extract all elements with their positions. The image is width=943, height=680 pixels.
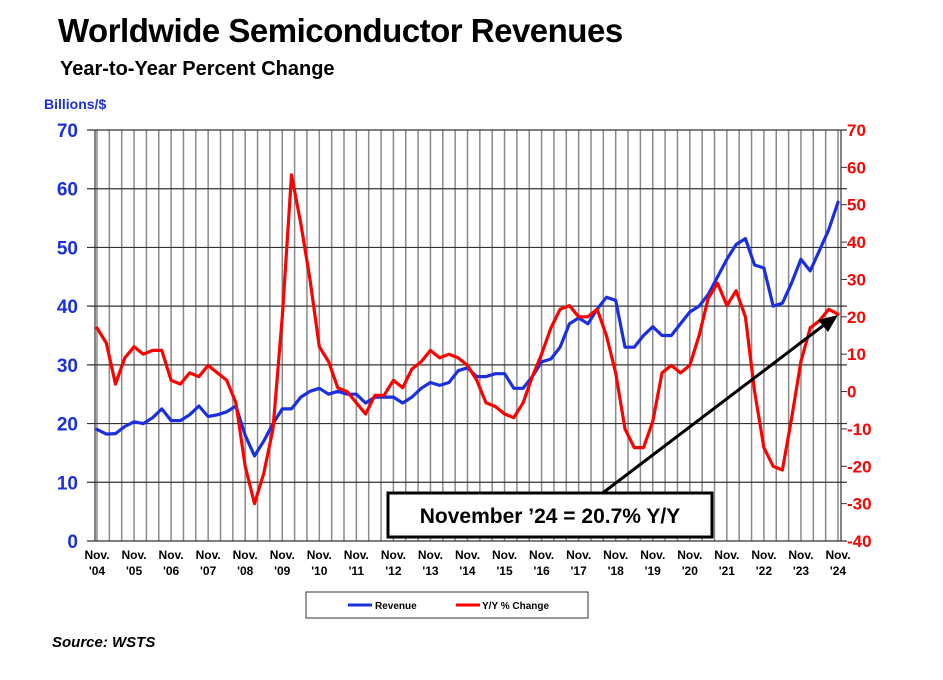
left-tick-label: 10 [57, 473, 78, 494]
arrowhead-icon [818, 315, 838, 332]
x-tick-label: '07 [200, 564, 217, 578]
right-tick-label: 40 [847, 233, 866, 252]
x-tick-label: Nov. [751, 548, 776, 562]
x-tick-label: '16 [533, 564, 550, 578]
x-tick-label: Nov. [566, 548, 591, 562]
x-tick-label: '09 [274, 564, 291, 578]
left-tick-label: 50 [57, 238, 78, 259]
x-tick-label: Nov. [492, 548, 517, 562]
x-tick-label: Nov. [825, 548, 850, 562]
x-tick-label: '18 [608, 564, 625, 578]
x-tick-label: '10 [311, 564, 328, 578]
x-tick-label: Nov. [677, 548, 702, 562]
x-tick-label: Nov. [418, 548, 443, 562]
right-tick-label: 0 [847, 383, 856, 402]
x-tick-label: Nov. [603, 548, 628, 562]
left-tick-label: 0 [67, 532, 78, 553]
x-tick-label: '04 [89, 564, 106, 578]
x-tick-label: '06 [163, 564, 180, 578]
right-tick-label: -30 [847, 495, 872, 514]
x-tick-label: '13 [422, 564, 439, 578]
x-tick-label: '19 [645, 564, 662, 578]
annotation-box [386, 491, 714, 539]
source-note: Source: WSTS [52, 634, 156, 651]
x-tick-label: Nov. [714, 548, 739, 562]
x-tick-label: Nov. [381, 548, 406, 562]
legend-label-revenue: Revenue [375, 601, 417, 612]
left-tick-label: 20 [57, 415, 78, 436]
x-tick-label: Nov. [788, 548, 813, 562]
x-tick-label: Nov. [159, 548, 184, 562]
annotation-text: November ’24 = 20.7% Y/Y [420, 505, 681, 528]
right-tick-label: 30 [847, 270, 866, 289]
x-tick-label: '05 [126, 564, 143, 578]
left-axis-label: Billions/$ [44, 96, 107, 112]
left-tick-label: 40 [57, 297, 78, 318]
x-tick-label: Nov. [196, 548, 221, 562]
x-tick-label: Nov. [233, 548, 258, 562]
x-tick-label: Nov. [344, 548, 369, 562]
x-tick-label: '12 [385, 564, 402, 578]
left-tick-label: 70 [57, 121, 78, 142]
x-tick-label: Nov. [270, 548, 295, 562]
x-tick-label: '08 [237, 564, 254, 578]
right-tick-label: 10 [847, 345, 866, 364]
right-tick-label: -10 [847, 420, 872, 439]
x-tick-label: '22 [756, 564, 773, 578]
x-tick-label: '17 [571, 564, 588, 578]
x-tick-label: Nov. [307, 548, 332, 562]
x-tick-label: '15 [496, 564, 513, 578]
right-tick-label: 70 [847, 121, 866, 140]
x-tick-label: '20 [682, 564, 699, 578]
yoy-change-line [95, 173, 840, 506]
right-tick-label: -40 [847, 532, 872, 551]
x-tick-label: Nov. [84, 548, 109, 562]
x-tick-label: '14 [459, 564, 476, 578]
left-tick-label: 30 [57, 356, 78, 377]
right-tick-label: -20 [847, 457, 872, 476]
x-tick-label: Nov. [529, 548, 554, 562]
right-tick-label: 50 [847, 196, 866, 215]
left-tick-label: 60 [57, 180, 78, 201]
right-tick-label: 20 [847, 308, 866, 327]
chart-subtitle: Year-to-Year Percent Change [60, 58, 335, 80]
right-tick-label: 60 [847, 158, 866, 177]
x-tick-label: '24 [830, 564, 847, 578]
x-tick-label: '23 [793, 564, 810, 578]
annotation-arrow [599, 320, 829, 497]
x-tick-label: '11 [349, 564, 365, 578]
chart-title: Worldwide Semiconductor Revenues [58, 12, 623, 49]
x-tick-label: Nov. [121, 548, 146, 562]
x-tick-label: Nov. [455, 548, 480, 562]
x-tick-label: Nov. [640, 548, 665, 562]
x-tick-label: '21 [719, 564, 736, 578]
legend-label-yoy: Y/Y % Change [482, 601, 549, 612]
